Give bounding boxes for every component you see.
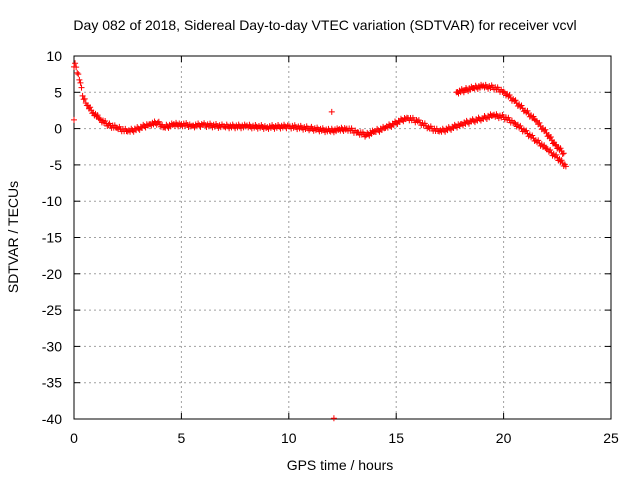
x-tick-label: 5	[178, 430, 186, 446]
data-point	[557, 145, 564, 152]
series-lower-track	[72, 60, 569, 170]
y-tick-label: 0	[54, 121, 62, 137]
data-point	[102, 117, 109, 124]
y-tick-label: 5	[54, 84, 62, 100]
data-point	[552, 141, 559, 148]
outlier-point	[71, 63, 77, 70]
y-tick-label: -25	[42, 302, 62, 318]
data-point	[94, 112, 101, 119]
data-point	[541, 142, 548, 149]
y-tick-label: -20	[42, 266, 62, 282]
x-axis: 0 5 10 15 20 25	[70, 56, 619, 446]
y-tick-label: -40	[42, 411, 62, 427]
data-point	[76, 76, 83, 83]
data-point	[536, 119, 543, 126]
data-point	[547, 147, 554, 154]
data-point	[512, 97, 519, 104]
data-point	[87, 104, 94, 111]
data-point	[362, 133, 369, 140]
data-point	[74, 69, 81, 76]
data-point	[547, 133, 554, 140]
x-tick-label: 0	[70, 430, 78, 446]
data-point	[529, 132, 536, 139]
outlier-point	[71, 116, 77, 123]
x-tick-label: 15	[388, 430, 404, 446]
data-point	[81, 95, 88, 102]
data-point	[75, 71, 82, 78]
data-point	[511, 119, 518, 126]
x-axis-label: GPS time / hours	[287, 457, 394, 473]
chart-title: Day 082 of 2018, Sidereal Day-to-day VTE…	[73, 17, 576, 33]
data-point	[553, 151, 560, 158]
y-axis: 10 5 0 -5 -10 -15 -20 -25 -30 -35 -40	[42, 48, 611, 427]
data-point	[96, 116, 103, 123]
data-point	[542, 126, 549, 133]
series-upper-track	[453, 81, 567, 157]
data-point	[77, 79, 84, 86]
data-point	[560, 150, 567, 157]
data-point	[500, 88, 507, 95]
series-outliers	[71, 63, 337, 422]
data-point	[558, 157, 565, 164]
x-tick-label: 20	[496, 430, 512, 446]
data-point	[524, 107, 531, 114]
y-tick-label: -35	[42, 375, 62, 391]
y-tick-label: -30	[42, 338, 62, 354]
x-tick-label: 25	[603, 430, 619, 446]
x-tick-label: 10	[281, 430, 297, 446]
data-point	[517, 122, 524, 129]
data-point	[72, 60, 79, 67]
y-tick-label: -10	[42, 193, 62, 209]
data-point	[518, 102, 525, 109]
data-point	[535, 137, 542, 144]
data-point	[523, 127, 530, 134]
data-point	[155, 118, 162, 125]
y-tick-label: -15	[42, 230, 62, 246]
data-point	[562, 163, 569, 170]
data-point	[559, 150, 566, 157]
data-point	[530, 113, 537, 120]
outlier-point	[328, 108, 335, 115]
outlier-point	[330, 415, 337, 422]
y-tick-label: -5	[50, 157, 63, 173]
y-tick-label: 10	[46, 48, 62, 64]
data-point	[506, 92, 513, 99]
y-axis-label: SDTVAR / TECUs	[5, 181, 21, 293]
data-point	[78, 84, 85, 91]
data-points	[71, 60, 569, 422]
